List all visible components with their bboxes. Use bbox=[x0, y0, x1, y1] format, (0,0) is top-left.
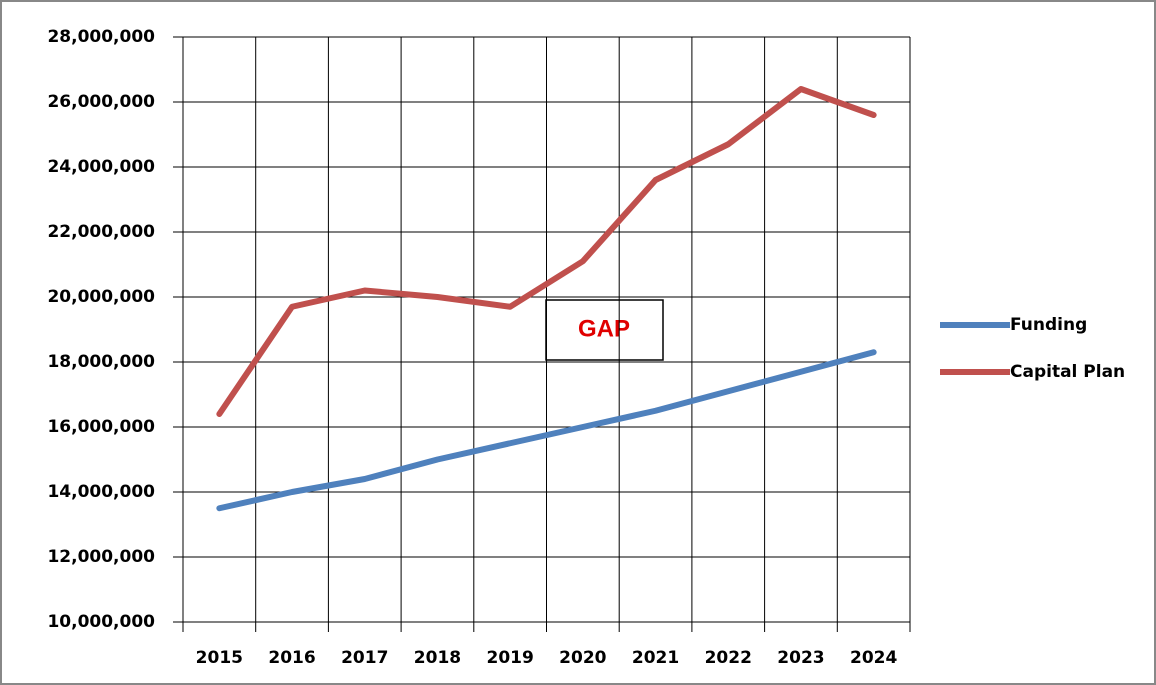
y-tick-label: 16,000,000 bbox=[47, 417, 155, 437]
y-tick-label: 10,000,000 bbox=[47, 612, 155, 632]
x-tick-label: 2022 bbox=[705, 648, 752, 668]
y-tick-label: 28,000,000 bbox=[47, 27, 155, 47]
y-tick-label: 26,000,000 bbox=[47, 92, 155, 112]
y-tick-label: 24,000,000 bbox=[47, 157, 155, 177]
x-tick-label: 2024 bbox=[850, 648, 897, 668]
series-line bbox=[216, 349, 877, 512]
legend-label: Funding bbox=[1010, 315, 1087, 335]
annotation: GAP bbox=[578, 315, 630, 342]
annotation-box bbox=[545, 299, 664, 361]
y-tick-label: 22,000,000 bbox=[47, 222, 155, 242]
x-tick-label: 2015 bbox=[196, 648, 243, 668]
series-line bbox=[216, 86, 877, 417]
x-tick-label: 2023 bbox=[777, 648, 824, 668]
y-tick-label: 12,000,000 bbox=[47, 547, 155, 567]
x-tick-label: 2019 bbox=[486, 648, 533, 668]
x-tick-label: 2020 bbox=[559, 648, 606, 668]
y-tick-label: 18,000,000 bbox=[47, 352, 155, 372]
x-tick-label: 2021 bbox=[632, 648, 679, 668]
legend-label: Capital Plan bbox=[1010, 362, 1125, 382]
y-tick-label: 20,000,000 bbox=[47, 287, 155, 307]
x-tick-label: 2018 bbox=[414, 648, 461, 668]
x-tick-label: 2016 bbox=[268, 648, 315, 668]
y-tick-label: 14,000,000 bbox=[47, 482, 155, 502]
x-tick-label: 2017 bbox=[341, 648, 388, 668]
